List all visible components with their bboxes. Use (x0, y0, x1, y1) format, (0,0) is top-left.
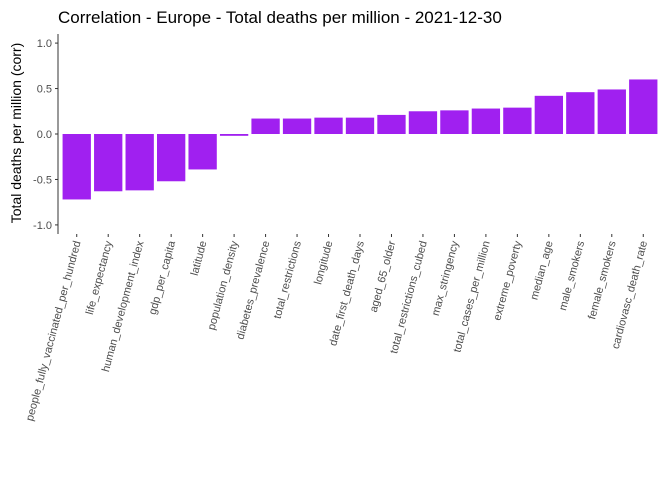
bar-male_smokers (566, 92, 595, 134)
bar-aged_65_older (377, 114, 406, 134)
x-tick-label: male_smokers (557, 239, 587, 312)
bar-date_first_death_days (345, 117, 375, 134)
bar-max_stringency (440, 110, 469, 134)
chart-title: Correlation - Europe - Total deaths per … (58, 8, 502, 27)
y-axis-label: Total deaths per million (corr) (8, 43, 24, 224)
y-axis: -1.0 -0.5 0.0 0.5 1.0 (33, 38, 58, 232)
bar-cardiovasc_death_rate (629, 79, 658, 134)
x-tick-label: median_age (528, 240, 555, 302)
y-tick-label: 1.0 (37, 38, 52, 50)
bar-diabetes_prevalence (251, 118, 280, 134)
bar-latitude (188, 134, 217, 170)
x-tick-label: latitude (189, 240, 210, 277)
bar-longitude (314, 117, 343, 134)
y-tick-label: 0.0 (37, 129, 52, 141)
bar-extreme_poverty (503, 107, 532, 134)
x-tick-label: life_expectancy (84, 239, 115, 316)
x-tick-label: total_restrictions (272, 239, 304, 320)
bar-people_fully_vaccinated_per_hundred (62, 134, 91, 200)
bar-female_smokers (597, 89, 626, 134)
x-tick-label: longitude (312, 240, 335, 286)
x-tick-label: female_smokers (586, 239, 619, 321)
x-tick-label: aged_65_older (368, 239, 399, 313)
x-tick-label: people_fully_vaccinated_per_hundred (24, 240, 84, 423)
bar-gdp_per_capita (156, 134, 186, 182)
x-axis: people_fully_vaccinated_per_hundred life_… (24, 234, 650, 422)
bar-median_age (534, 95, 564, 134)
bars-group (62, 79, 658, 200)
x-tick-label: total_cases_per_million (451, 240, 492, 354)
bar-total_restrictions_cubed (408, 111, 438, 134)
bar-human_development_index (125, 134, 154, 191)
bar-life_expectancy (94, 134, 123, 192)
x-tick-label: max_stringency (430, 239, 462, 317)
x-tick-label: population_density (206, 239, 241, 331)
bar-population_density (219, 134, 249, 136)
y-tick-label: -0.5 (33, 174, 52, 186)
x-tick-label: cardiovasc_death_rate (610, 240, 650, 351)
x-tick-label: gdp_per_capita (147, 239, 178, 316)
x-tick-label: extreme_poverty (491, 239, 524, 322)
bar-total_cases_per_million (471, 108, 501, 134)
x-tick-label: diabetes_prevalence (235, 240, 273, 341)
x-tick-label: date_first_death_days (327, 239, 367, 347)
y-tick-label: 0.5 (37, 84, 52, 96)
bar-total_restrictions (282, 118, 312, 134)
y-tick-label: -1.0 (33, 220, 52, 232)
